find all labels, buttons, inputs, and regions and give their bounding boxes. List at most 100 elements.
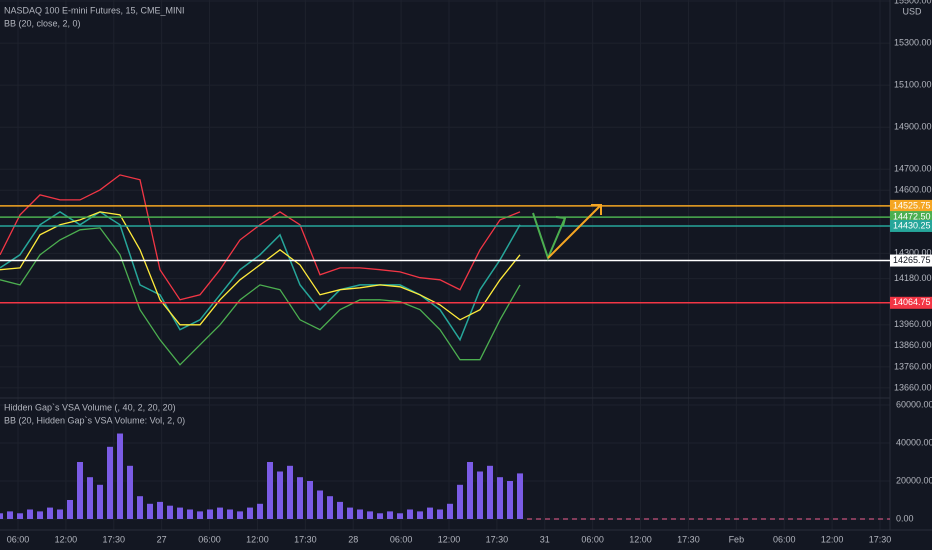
x-tick-label: 06:00 [390,534,413,544]
y-tick-label: 13860.00 [894,340,932,350]
x-tick-label: 06:00 [773,534,796,544]
x-tick-label: 27 [157,534,167,544]
x-tick-label: 17:30 [869,534,892,544]
volume-bar [317,490,323,519]
x-tick-label: 06:00 [581,534,604,544]
x-tick-label: 17:30 [294,534,317,544]
x-tick-label: 06:00 [198,534,221,544]
volume-title: Hidden Gap`s VSA Volume (, 40, 2, 20, 20… [4,402,176,412]
price-line [0,211,521,342]
volume-bar [277,471,283,519]
volume-bar [197,511,203,519]
volume-bar [457,484,463,519]
y-tick-label: 13760.00 [894,361,932,371]
y-tick-label: 20000.00 [896,475,932,485]
level-tag [890,254,932,267]
price-line [0,174,521,301]
indicator-title: BB (20, close, 2, 0) [4,18,81,28]
volume-bar [497,477,503,519]
volume-bar [517,473,523,519]
level-label: 14472.50 [893,211,931,221]
x-tick-label: 12:00 [55,534,78,544]
volume-bar [67,499,73,519]
volume-bar [467,462,473,519]
volume-bar [167,505,173,519]
x-tick-label: 12:00 [438,534,461,544]
volume-bar [227,509,233,519]
y-tick-label: 60000.00 [896,399,932,409]
volume-bar [347,507,353,519]
y-tick-label: 14700.00 [894,164,932,174]
volume-bar [187,509,193,519]
y-tick-label: 14600.00 [894,185,932,195]
volume-bar [357,509,363,519]
volume-bar [117,433,123,519]
level-label: 14265.75 [893,255,931,265]
x-tick-label: 17:30 [677,534,700,544]
x-tick-label: 12:00 [629,534,652,544]
volume-bar [217,507,223,519]
volume-bar [17,513,23,519]
volume-bar [387,511,393,519]
level-tag [890,219,932,232]
volume-bar [337,501,343,519]
x-tick-label: 12:00 [821,534,844,544]
arrow-head-green [555,216,567,227]
volume-bar [417,511,423,519]
volume-bar [77,462,83,519]
volume-bar [27,509,33,519]
y-tick-label: 15100.00 [894,80,932,90]
volume-bar [147,503,153,519]
currency: USD [902,6,922,16]
x-tick-label: 28 [348,534,358,544]
x-tick-label: 12:00 [246,534,269,544]
volume-bar [7,511,13,519]
y-tick-label: 13660.00 [894,382,932,392]
y-tick-label: 14300.00 [894,248,932,258]
volume-bar [137,496,143,519]
x-tick-label: Feb [729,534,745,544]
volume-bar [37,511,43,519]
x-tick-label: 17:30 [103,534,126,544]
arrow-head-orange [591,204,602,215]
volume-bar [297,477,303,519]
y-tick-label: 15300.00 [894,37,932,47]
volume-bar [257,503,263,519]
volume-bar [127,465,133,519]
y-tick-label: 0.00 [896,513,914,523]
volume-bb-title: BB (20, Hidden Gap`s VSA Volume: Vol, 2,… [4,415,185,425]
drawn-arrow-orange [547,204,602,259]
x-tick-label: 17:30 [486,534,509,544]
level-tag [890,199,932,212]
level-tag [890,296,932,309]
symbol-title: NASDAQ 100 E-mini Futures, 15, CME_MINI [4,5,185,15]
volume-bar [207,509,213,519]
level-label: 14064.75 [893,297,931,307]
volume-bar [437,509,443,519]
volume-bar [247,507,253,519]
volume-bar [97,484,103,519]
volume-bar [377,513,383,519]
volume-bar [107,446,113,519]
volume-bar [87,477,93,519]
y-tick-label: 14900.00 [894,122,932,132]
volume-bar [47,507,53,519]
volume-bar [477,471,483,519]
volume-bar [327,496,333,519]
price-line [0,227,521,366]
volume-bar [427,507,433,519]
level-label: 14525.75 [893,200,931,210]
volume-bar [287,465,293,519]
y-tick-label: 15500.00 [894,0,932,5]
x-tick-label: 06:00 [7,534,30,544]
volume-bar [367,511,373,519]
volume-bar [487,465,493,519]
x-tick-label: 31 [540,534,550,544]
level-label: 14430.25 [893,220,931,230]
volume-bar [307,480,313,519]
volume-bar [407,509,413,519]
volume-bar [397,513,403,519]
volume-bar [0,513,3,519]
